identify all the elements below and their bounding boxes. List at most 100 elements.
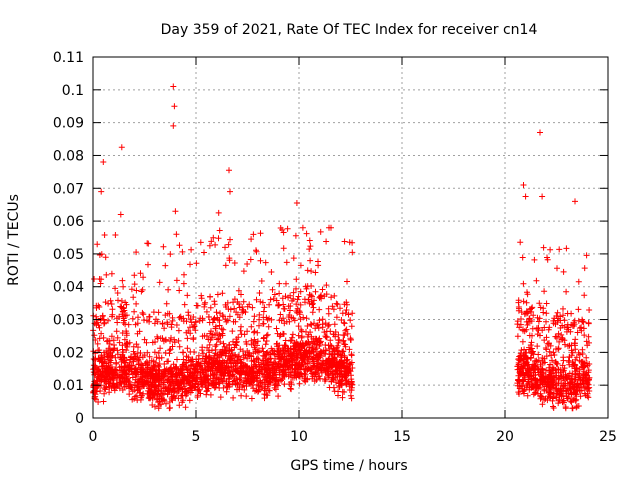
chart-title: Day 359 of 2021, Rate Of TEC Index for r…: [161, 22, 538, 38]
data-point: [103, 366, 110, 373]
data-point: [164, 358, 171, 365]
data-point: [517, 371, 524, 378]
data-point: [528, 372, 535, 379]
data-point: [539, 401, 546, 408]
data-point: [119, 277, 126, 284]
data-point: [141, 352, 148, 359]
data-point: [198, 295, 205, 302]
data-point: [271, 384, 278, 391]
data-point: [275, 393, 282, 400]
data-point: [103, 375, 110, 382]
data-point: [564, 324, 570, 331]
data-point: [223, 388, 230, 395]
data-point: [575, 306, 582, 313]
data-point: [125, 366, 132, 373]
data-point: [213, 357, 220, 364]
data-point: [514, 366, 521, 373]
data-point: [303, 340, 310, 347]
data-point: [244, 328, 251, 335]
data-point: [285, 356, 292, 362]
data-point: [519, 254, 526, 261]
data-point: [218, 351, 225, 358]
data-point: [276, 290, 283, 297]
data-point: [297, 262, 304, 269]
data-point: [111, 370, 118, 377]
data-point: [180, 356, 187, 363]
data-point: [269, 286, 276, 293]
data-point: [261, 334, 267, 341]
data-point: [219, 332, 226, 339]
data-point: [140, 311, 147, 318]
data-point: [330, 306, 337, 313]
data-point: [572, 371, 579, 378]
data-point: [238, 359, 245, 366]
data-point: [273, 297, 280, 304]
data-point: [325, 323, 331, 329]
data-point: [231, 377, 238, 384]
data-point: [114, 334, 121, 341]
data-point: [134, 379, 141, 386]
data-point: [243, 338, 250, 345]
data-point: [260, 357, 267, 364]
data-point: [293, 200, 300, 206]
data-point: [536, 300, 543, 307]
data-point: [133, 368, 140, 375]
data-point: [312, 369, 319, 376]
data-point: [331, 321, 338, 328]
data-point: [133, 341, 140, 348]
data-point: [306, 246, 313, 253]
data-point: [207, 372, 214, 379]
data-point: [240, 268, 247, 275]
data-point: [251, 328, 258, 335]
data-point: [133, 300, 140, 307]
data-point: [231, 260, 238, 266]
data-point: [339, 348, 346, 355]
data-point: [347, 336, 354, 343]
data-point: [581, 265, 588, 272]
data-point: [543, 310, 550, 317]
data-point: [153, 376, 160, 383]
data-point: [233, 360, 240, 367]
data-point: [167, 338, 173, 345]
data-point: [575, 278, 582, 285]
data-point: [249, 374, 256, 381]
data-point: [326, 224, 332, 231]
data-point: [212, 343, 219, 350]
data-point: [310, 363, 317, 370]
data-point: [556, 246, 563, 253]
data-point: [248, 395, 255, 402]
data-point: [222, 347, 229, 353]
data-point: [171, 336, 178, 343]
data-point: [206, 356, 213, 363]
data-point: [280, 305, 287, 312]
data-point: [248, 337, 255, 344]
data-point: [316, 294, 323, 301]
data-point: [309, 355, 316, 362]
data-point: [145, 261, 151, 268]
data-point: [250, 318, 257, 325]
data-point: [114, 290, 121, 296]
data-point: [280, 315, 287, 322]
data-point: [532, 377, 539, 384]
data-point: [175, 337, 182, 344]
data-point: [323, 238, 330, 245]
data-point: [176, 343, 183, 350]
data-point: [219, 290, 226, 297]
data-point: [192, 364, 199, 371]
data-point: [97, 280, 104, 287]
data-point: [572, 391, 579, 398]
data-point: [220, 384, 227, 391]
data-point: [263, 371, 270, 378]
data-point: [110, 337, 117, 344]
data-point: [342, 341, 349, 348]
data-point: [304, 267, 311, 274]
data-point: [315, 325, 322, 332]
data-point: [348, 395, 355, 402]
data-point: [336, 336, 343, 343]
data-point: [298, 326, 304, 333]
data-point: [112, 285, 119, 292]
data-point: [330, 368, 336, 375]
data-point: [534, 343, 541, 350]
data-point: [584, 390, 591, 397]
data-point: [173, 371, 180, 378]
